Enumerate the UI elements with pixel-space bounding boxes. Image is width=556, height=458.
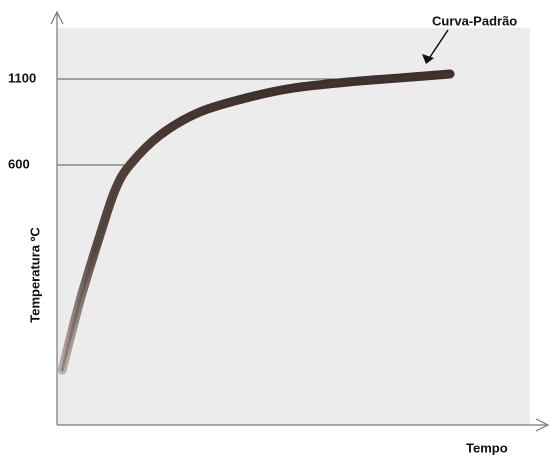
plot-background bbox=[57, 28, 530, 425]
y-tick-label: 1100 bbox=[8, 70, 36, 85]
grid bbox=[57, 78, 387, 166]
annotation-arrow bbox=[427, 29, 449, 61]
annotation: Curva-Padrão bbox=[432, 13, 517, 28]
y-tick-label: 600 bbox=[8, 156, 30, 171]
curve-highlight bbox=[60, 72, 452, 372]
x-axis-arrow bbox=[535, 418, 550, 432]
x-axis-label: Tempo bbox=[466, 440, 508, 455]
marks bbox=[57, 69, 455, 375]
annotation-arrowhead bbox=[422, 54, 434, 64]
curve bbox=[57, 69, 455, 375]
y-axis-label: Temperatura ºC bbox=[27, 227, 42, 323]
y-axis-arrow bbox=[50, 10, 64, 25]
